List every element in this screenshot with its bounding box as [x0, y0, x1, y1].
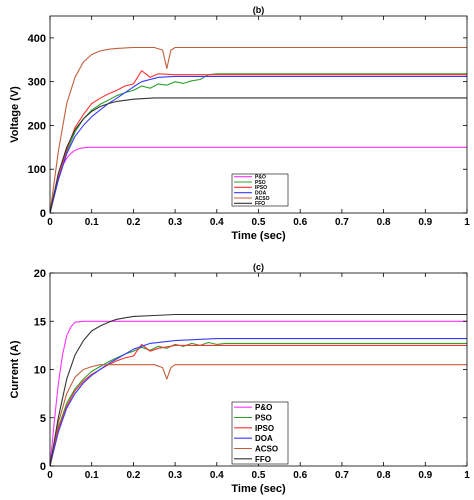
x-tick-label: 0.7 [335, 470, 349, 481]
x-tick-label: 0.6 [293, 217, 307, 228]
legend-label: P&O [255, 175, 266, 181]
x-tick-label: 0.9 [418, 217, 432, 228]
x-tick-label: 0.3 [168, 217, 182, 228]
x-tick-label: 0.8 [377, 217, 391, 228]
x-tick-label: 0.1 [85, 217, 99, 228]
x-axis-label: Time (sec) [231, 483, 286, 495]
series-line-ipso [50, 343, 467, 466]
legend-box [231, 401, 289, 465]
y-tick-label: 15 [34, 316, 46, 328]
y-tick-label: 10 [34, 365, 46, 377]
legend-label: PSO [255, 414, 272, 423]
legend-label: ACSO [255, 445, 278, 454]
legend-label: IPSO [255, 185, 267, 191]
current-chart: (c)0 0.1 0.2 0.3 0.4 0.5 0.6 0.7 0.8 0.9 105101520… [9, 262, 470, 495]
legend-label: FFO [255, 455, 271, 464]
series-line-doa [50, 338, 467, 466]
x-tick-label: 0.9 [418, 470, 432, 481]
x-tick-label: 0 [47, 470, 53, 481]
legend-label: IPSO [255, 424, 274, 433]
chart-title: (c) [253, 262, 264, 272]
legend-label: ACSO [255, 196, 270, 202]
x-tick-label: 0 [47, 217, 53, 228]
series-group [50, 46, 467, 213]
series-line-acso [50, 46, 467, 213]
x-axis-label: Time (sec) [231, 230, 286, 242]
y-tick-label: 0 [40, 208, 46, 220]
y-axis-label: Current (A) [9, 340, 21, 398]
y-axis-label: Voltage (V) [9, 86, 21, 143]
series-line-po [50, 320, 467, 466]
y-tick-label: 5 [40, 413, 46, 425]
legend-label: P&O [255, 403, 272, 412]
x-tick-label: 0.4 [210, 470, 224, 481]
x-tick-label: 1 [464, 470, 470, 481]
legend-label: DOA [255, 191, 267, 197]
x-tick-label: 0.2 [126, 470, 140, 481]
x-tick-label: 0.4 [210, 217, 224, 228]
y-tick-label: 20 [34, 268, 46, 280]
x-tick-label: 0.5 [252, 470, 266, 481]
series-line-pso [50, 73, 467, 213]
y-tick-label: 400 [28, 33, 46, 45]
series-line-pso [50, 341, 467, 466]
x-tick-label: 0.7 [335, 217, 349, 228]
legend-box [231, 173, 289, 207]
series-line-ffo [50, 313, 467, 466]
series-line-ffo [50, 97, 467, 213]
y-tick-label: 300 [28, 77, 46, 89]
y-tick-label: 200 [28, 120, 46, 132]
legend-label: DOA [255, 434, 273, 443]
series-line-acso [50, 364, 467, 466]
y-tick-label: 0 [40, 461, 46, 473]
x-tick-label: 0.6 [293, 470, 307, 481]
voltage-chart: (b) 0 0.1 0.2 0.3 0.4 0.5 0.6 0.7 0.8 0.9 1 0 100 200 3… [9, 5, 470, 242]
x-tick-label: 0.2 [126, 217, 140, 228]
legend-label: PSO [255, 180, 266, 186]
series-group [50, 313, 467, 466]
x-tick-label: 0.3 [168, 470, 182, 481]
x-tick-label: 0.5 [252, 217, 266, 228]
y-tick-label: 100 [28, 164, 46, 176]
chart-title: (b) [253, 5, 265, 15]
x-tick-label: 0.1 [85, 470, 99, 481]
x-tick-label: 0.8 [377, 470, 391, 481]
legend-label: FFO [255, 201, 265, 207]
x-tick-label: 1 [464, 217, 470, 228]
